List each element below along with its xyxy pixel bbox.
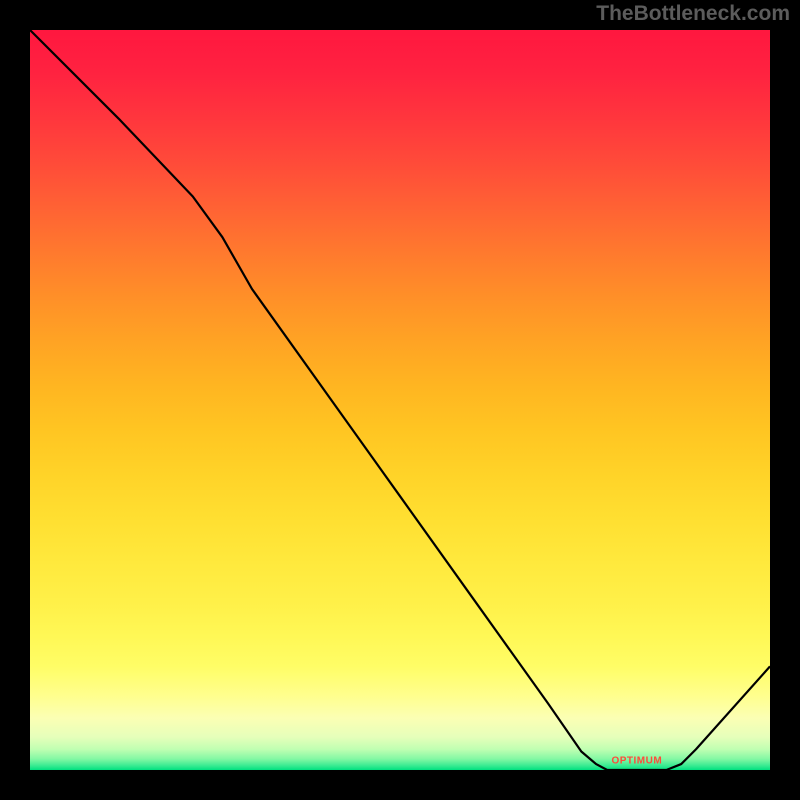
curve-layer: OPTIMUM <box>30 30 770 770</box>
bottleneck-curve <box>30 30 770 770</box>
optimum-label: OPTIMUM <box>611 755 662 766</box>
chart-container: TheBottleneck.com OPTIMUM <box>0 0 800 800</box>
plot-area: OPTIMUM <box>30 30 770 770</box>
attribution-text: TheBottleneck.com <box>596 2 790 26</box>
